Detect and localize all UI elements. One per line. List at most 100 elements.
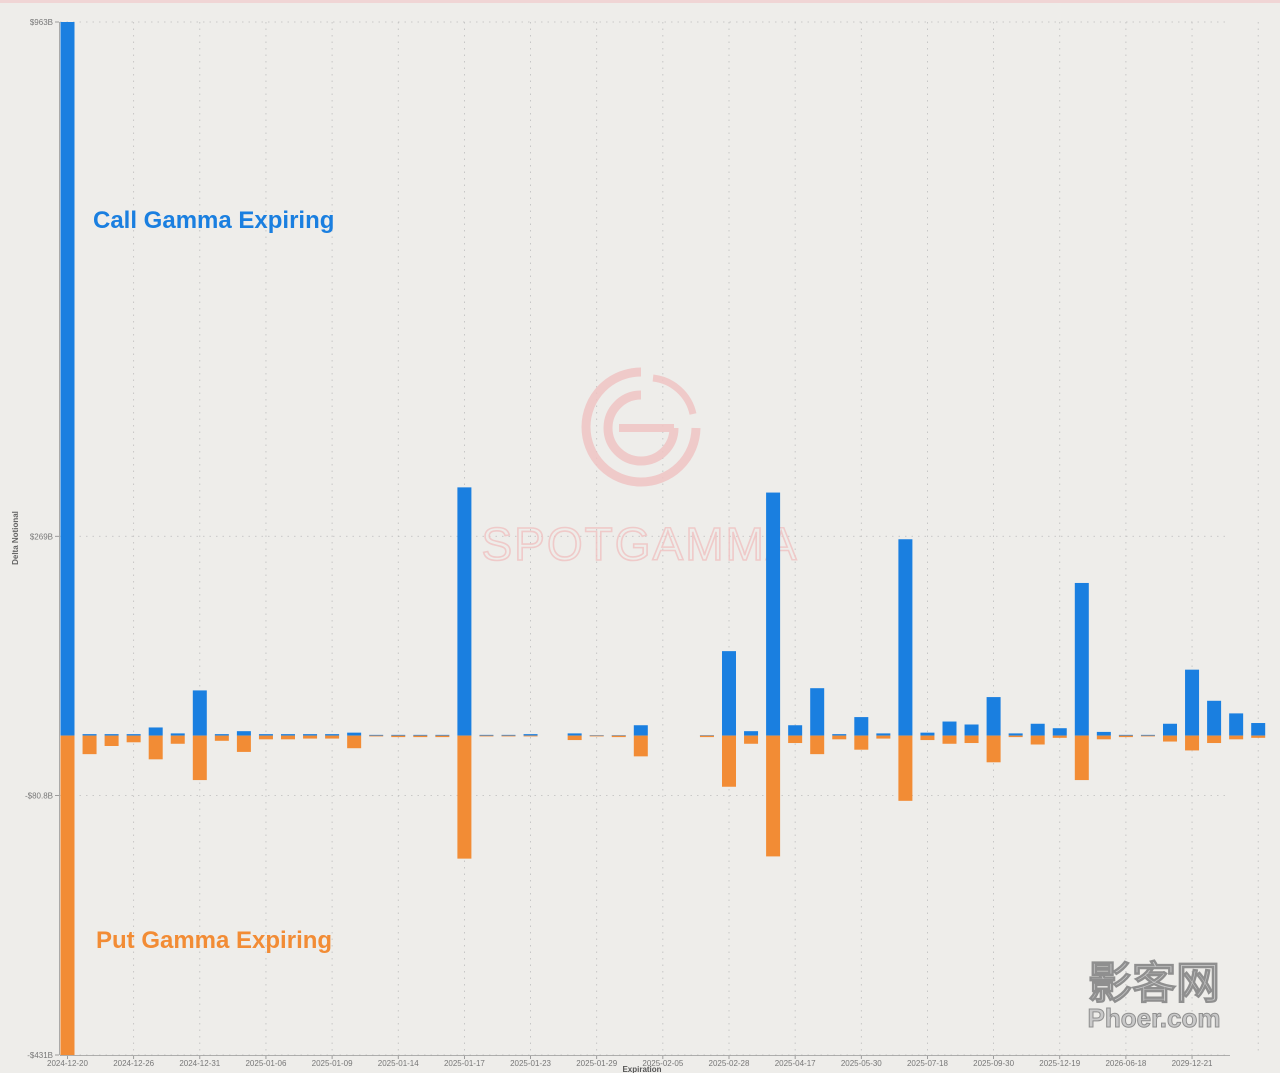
spotgamma-logo-icon [581, 367, 701, 487]
call-gamma-bar [832, 734, 847, 736]
put-gamma-bar [60, 735, 75, 1055]
x-tick-label: 2025-01-14 [378, 1059, 419, 1068]
call-gamma-bar [1008, 733, 1023, 736]
x-tick-label: 2029-12-21 [1172, 1059, 1213, 1068]
put-gamma-bar [192, 735, 207, 781]
y-tick-label: $963B [30, 18, 53, 27]
put-gamma-bar [744, 735, 759, 744]
call-gamma-bar [325, 734, 340, 736]
call-gamma-bar [964, 724, 979, 736]
put-gamma-bar [1229, 735, 1244, 740]
call-gamma-bar [1030, 723, 1045, 736]
x-tick-label: 2026-06-18 [1105, 1059, 1146, 1068]
call-gamma-bar [258, 734, 273, 736]
call-gamma-bar [920, 732, 935, 736]
site-watermark-text: 影客网 [1088, 959, 1220, 1008]
put-gamma-bar [1163, 735, 1177, 742]
put-gamma-bar [1030, 735, 1045, 745]
put-gamma-bar [766, 735, 781, 857]
put-gamma-bar [479, 735, 494, 737]
put-gamma-bar [1140, 735, 1155, 737]
y-tick-label: $269B [30, 532, 53, 541]
put-gamma-bar [1008, 735, 1023, 738]
y-axis-label: Delta Notional [11, 511, 20, 565]
put-gamma-bar [633, 735, 648, 757]
put-gamma-bar [810, 735, 825, 755]
call-gamma-bar [1251, 723, 1266, 736]
put-gamma-bar [1096, 735, 1111, 740]
put-gamma-bar [986, 735, 1001, 763]
call-gamma-bar [1140, 734, 1155, 736]
call-gamma-bar [633, 725, 648, 736]
x-tick-label: 2025-05-30 [841, 1059, 882, 1068]
x-tick-label: 2025-07-18 [907, 1059, 948, 1068]
put-gamma-bar [942, 735, 957, 744]
call-gamma-bar [126, 734, 141, 736]
put-gamma-bar [413, 735, 428, 738]
call-gamma-bar [214, 734, 229, 736]
bar-layer [60, 22, 1266, 1055]
call-gamma-bar [501, 734, 516, 736]
put-gamma-bar [82, 735, 97, 755]
call-gamma-bar [942, 721, 957, 736]
put-gamma-bar [104, 735, 119, 746]
put-gamma-bar [611, 735, 626, 738]
call-gamma-bar [1229, 713, 1244, 736]
site-watermark-url: Phoer.com [1088, 1003, 1221, 1033]
call-gamma-bar [391, 734, 406, 736]
call-gamma-bar [104, 734, 119, 736]
x-tick-label: 2025-02-05 [642, 1059, 683, 1068]
put-gamma-bar [854, 735, 869, 750]
put-gamma-bar [347, 735, 362, 749]
put-gamma-bar [170, 735, 185, 744]
call-gamma-bar [82, 734, 97, 736]
call-gamma-annotation: Call Gamma Expiring [93, 207, 334, 234]
call-gamma-bar [369, 734, 384, 736]
put-gamma-bar [898, 735, 913, 801]
put-gamma-bar [876, 735, 891, 739]
call-gamma-bar [347, 732, 362, 736]
put-gamma-bar [1052, 735, 1067, 738]
y-tick-label: -$80.8B [25, 791, 53, 800]
call-gamma-bar [303, 734, 318, 736]
call-gamma-bar [1163, 723, 1177, 736]
x-tick-label: 2025-01-09 [312, 1059, 353, 1068]
y-tick-label: -$431B [27, 1051, 53, 1060]
call-gamma-bar [1207, 700, 1222, 736]
put-gamma-bar [236, 735, 251, 752]
put-gamma-bar [281, 735, 295, 740]
x-tick-label: 2025-04-17 [775, 1059, 816, 1068]
put-gamma-bar [1074, 735, 1089, 781]
top-border [0, 0, 1280, 3]
put-gamma-bar [1251, 735, 1266, 738]
x-tick-label: 2024-12-26 [113, 1059, 154, 1068]
call-gamma-bar [744, 731, 759, 736]
x-tick-label: 2025-01-17 [444, 1059, 485, 1068]
x-tick-label: 2024-12-31 [179, 1059, 220, 1068]
put-gamma-bar [457, 735, 472, 859]
put-gamma-bar [589, 735, 604, 737]
put-gamma-bar [435, 735, 450, 738]
call-gamma-bar [986, 697, 1001, 736]
call-gamma-bar [60, 22, 75, 736]
call-gamma-bar [766, 492, 781, 736]
put-gamma-bar [832, 735, 847, 740]
call-gamma-bar [413, 734, 428, 736]
call-gamma-bar [898, 539, 913, 736]
call-gamma-bar [192, 690, 207, 736]
call-gamma-bar [435, 734, 450, 736]
put-gamma-bar [722, 735, 736, 787]
call-gamma-bar [876, 733, 891, 736]
put-gamma-bar [920, 735, 935, 741]
put-gamma-bar [369, 735, 384, 737]
call-gamma-bar [170, 733, 185, 736]
call-gamma-bar [854, 717, 869, 736]
put-gamma-bar [523, 735, 538, 737]
put-gamma-bar [391, 735, 406, 738]
spotgamma-watermark: SPOTGAMMA [481, 367, 797, 571]
y-axis: $963B $269B -$80.8B -$431B [25, 18, 60, 1060]
put-gamma-bar [214, 735, 229, 741]
call-gamma-bar [1118, 734, 1133, 736]
call-gamma-bar [810, 688, 825, 736]
